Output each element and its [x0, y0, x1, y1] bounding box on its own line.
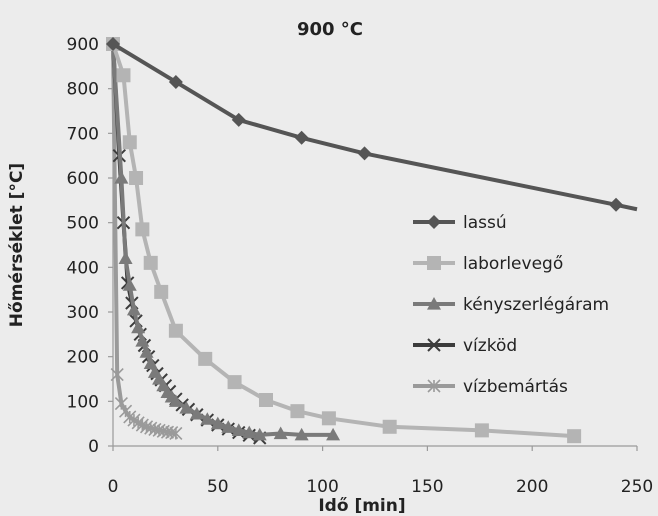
x-tick-label: 0: [108, 477, 119, 497]
data-point: [273, 426, 288, 440]
data-point: [189, 406, 204, 420]
axis-ticks: 0 100 200 300 400 500 600 700 800 900 0 50 100 150 200…: [67, 35, 654, 497]
series-0: [106, 37, 638, 212]
series-line: [111, 43, 575, 439]
legend-item: kényszerlégáram: [413, 295, 609, 315]
x-tick-label: 250: [621, 477, 653, 497]
data-point: [227, 375, 242, 390]
x-tick-label: 100: [306, 477, 338, 497]
y-tick-label: 200: [67, 348, 99, 368]
data-point: [294, 130, 309, 145]
data-point: [135, 334, 150, 347]
data-point: [106, 37, 120, 51]
data-point: [143, 255, 158, 270]
data-point: [200, 412, 215, 425]
data-point: [221, 420, 236, 433]
data-point: [122, 278, 137, 291]
legend-label: vízköd: [463, 336, 517, 356]
series-line: [111, 43, 177, 436]
data-point: [154, 284, 169, 299]
data-point: [357, 146, 372, 161]
chart-title: 900 °C: [297, 19, 363, 40]
legend-marker: [427, 256, 441, 270]
data-point: [382, 419, 397, 434]
data-point: [139, 345, 154, 358]
data-point: [242, 425, 257, 439]
data-point: [609, 197, 624, 212]
legend-marker: [427, 379, 441, 393]
data-point: [567, 429, 582, 444]
data-point: [169, 426, 183, 441]
legend-item: laborlevegő: [413, 254, 563, 274]
data-point: [252, 427, 267, 441]
data-point: [129, 171, 144, 185]
y-tick-label: 0: [88, 437, 99, 457]
legend-marker: [427, 297, 441, 310]
y-tick-label: 900: [67, 35, 99, 55]
data-point: [114, 171, 129, 184]
data-point: [118, 251, 133, 264]
x-axis-title: Idő [min]: [318, 496, 405, 516]
y-tick-label: 300: [67, 303, 99, 323]
legend: lassú laborlevegő kényszerlégáram vízköd víz…: [413, 213, 609, 397]
legend-label: kényszerlégáram: [463, 295, 609, 315]
data-point: [259, 392, 274, 407]
data-point: [198, 351, 213, 366]
legend-item: vízköd: [413, 336, 517, 356]
data-point: [321, 411, 336, 426]
data-point: [326, 427, 341, 441]
y-tick-label: 100: [67, 392, 99, 412]
x-tick-label: 150: [411, 477, 443, 497]
y-tick-label: 500: [67, 214, 99, 234]
legend-label: laborlevegő: [463, 254, 563, 274]
data-point: [231, 112, 246, 127]
series-2: [106, 37, 341, 441]
data-point: [131, 320, 146, 334]
data-point: [110, 367, 124, 382]
legend-label: lassú: [463, 213, 507, 233]
data-point: [290, 404, 305, 419]
data-point: [116, 68, 131, 83]
data-point: [231, 423, 246, 436]
y-tick-label: 600: [67, 169, 99, 189]
data-point: [122, 135, 137, 150]
data-point: [179, 401, 194, 414]
y-tick-label: 400: [67, 258, 99, 278]
legend-label: vízbemártás: [463, 377, 568, 397]
data-point: [126, 302, 141, 316]
y-tick-label: 700: [67, 124, 99, 144]
series-layer: [106, 37, 638, 445]
data-point: [474, 423, 489, 438]
data-point: [168, 74, 183, 89]
data-point: [135, 222, 150, 237]
legend-marker: [427, 338, 441, 352]
data-point: [168, 323, 183, 338]
data-point: [294, 427, 309, 441]
legend-item: vízbemártás: [413, 377, 568, 397]
x-tick-label: 200: [516, 477, 548, 497]
x-tick-label: 50: [207, 477, 229, 497]
data-point: [168, 394, 183, 407]
data-point: [143, 356, 158, 369]
series-1: [106, 37, 582, 444]
y-tick-label: 800: [67, 80, 99, 100]
data-point: [210, 416, 225, 430]
legend-item: lassú: [413, 213, 507, 233]
legend-marker: [427, 215, 441, 229]
y-axis-title: Hőmérséklet [°C]: [7, 163, 27, 327]
